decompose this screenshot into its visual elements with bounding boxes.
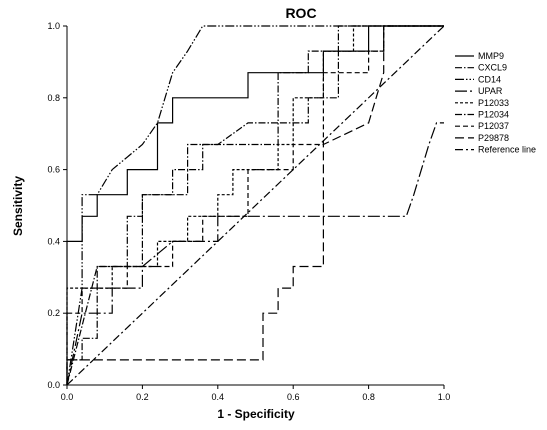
legend-label-p12037: P12037 xyxy=(478,121,509,131)
x-ticks: 0.0 0.2 0.4 0.6 0.8 1.0 xyxy=(61,385,451,402)
legend-label-upar: UPAR xyxy=(478,86,503,96)
x-tick-label: 0.2 xyxy=(136,392,149,402)
x-tick-label: 0.8 xyxy=(362,392,375,402)
y-tick-label: 0.4 xyxy=(47,236,60,246)
series-line-cd14 xyxy=(66,25,444,386)
x-tick-label: 0.0 xyxy=(61,392,74,402)
x-axis-label: 1 - Specificity xyxy=(217,407,295,421)
legend-label-p29878: P29878 xyxy=(478,133,509,143)
series-line-p12037 xyxy=(66,25,444,385)
series-line-cxcl9 xyxy=(66,25,444,385)
chart-title: ROC xyxy=(285,5,316,21)
y-tick-label: 0.0 xyxy=(47,380,60,390)
x-tick-label: 1.0 xyxy=(438,392,451,402)
y-tick-label: 0.6 xyxy=(47,165,60,175)
y-tick-label: 1.0 xyxy=(47,21,60,31)
series-line-p12034 xyxy=(66,25,444,386)
series-lines xyxy=(66,25,445,386)
x-tick-label: 0.4 xyxy=(212,392,225,402)
y-axis-label: Sensitivity xyxy=(11,176,25,236)
legend-label-p12034: P12034 xyxy=(478,110,509,120)
legend-label-p12033: P12033 xyxy=(478,98,509,108)
series-line-upar xyxy=(66,122,444,386)
legend-label-mmp9: MMP9 xyxy=(478,51,504,61)
y-tick-label: 0.8 xyxy=(47,93,60,103)
y-tick-label: 0.2 xyxy=(47,308,60,318)
series-line-p12033 xyxy=(66,25,444,385)
x-tick-label: 0.6 xyxy=(287,392,300,402)
legend-label-cxcl9: CXCL9 xyxy=(478,63,507,73)
series-line-reference-line xyxy=(66,25,445,386)
legend-label-reference-line: Reference line xyxy=(478,145,536,155)
y-ticks: 0.0 0.2 0.4 0.6 0.8 1.0 xyxy=(47,21,67,390)
legend-label-cd14: CD14 xyxy=(478,74,501,84)
series-line-p29878 xyxy=(66,25,444,385)
